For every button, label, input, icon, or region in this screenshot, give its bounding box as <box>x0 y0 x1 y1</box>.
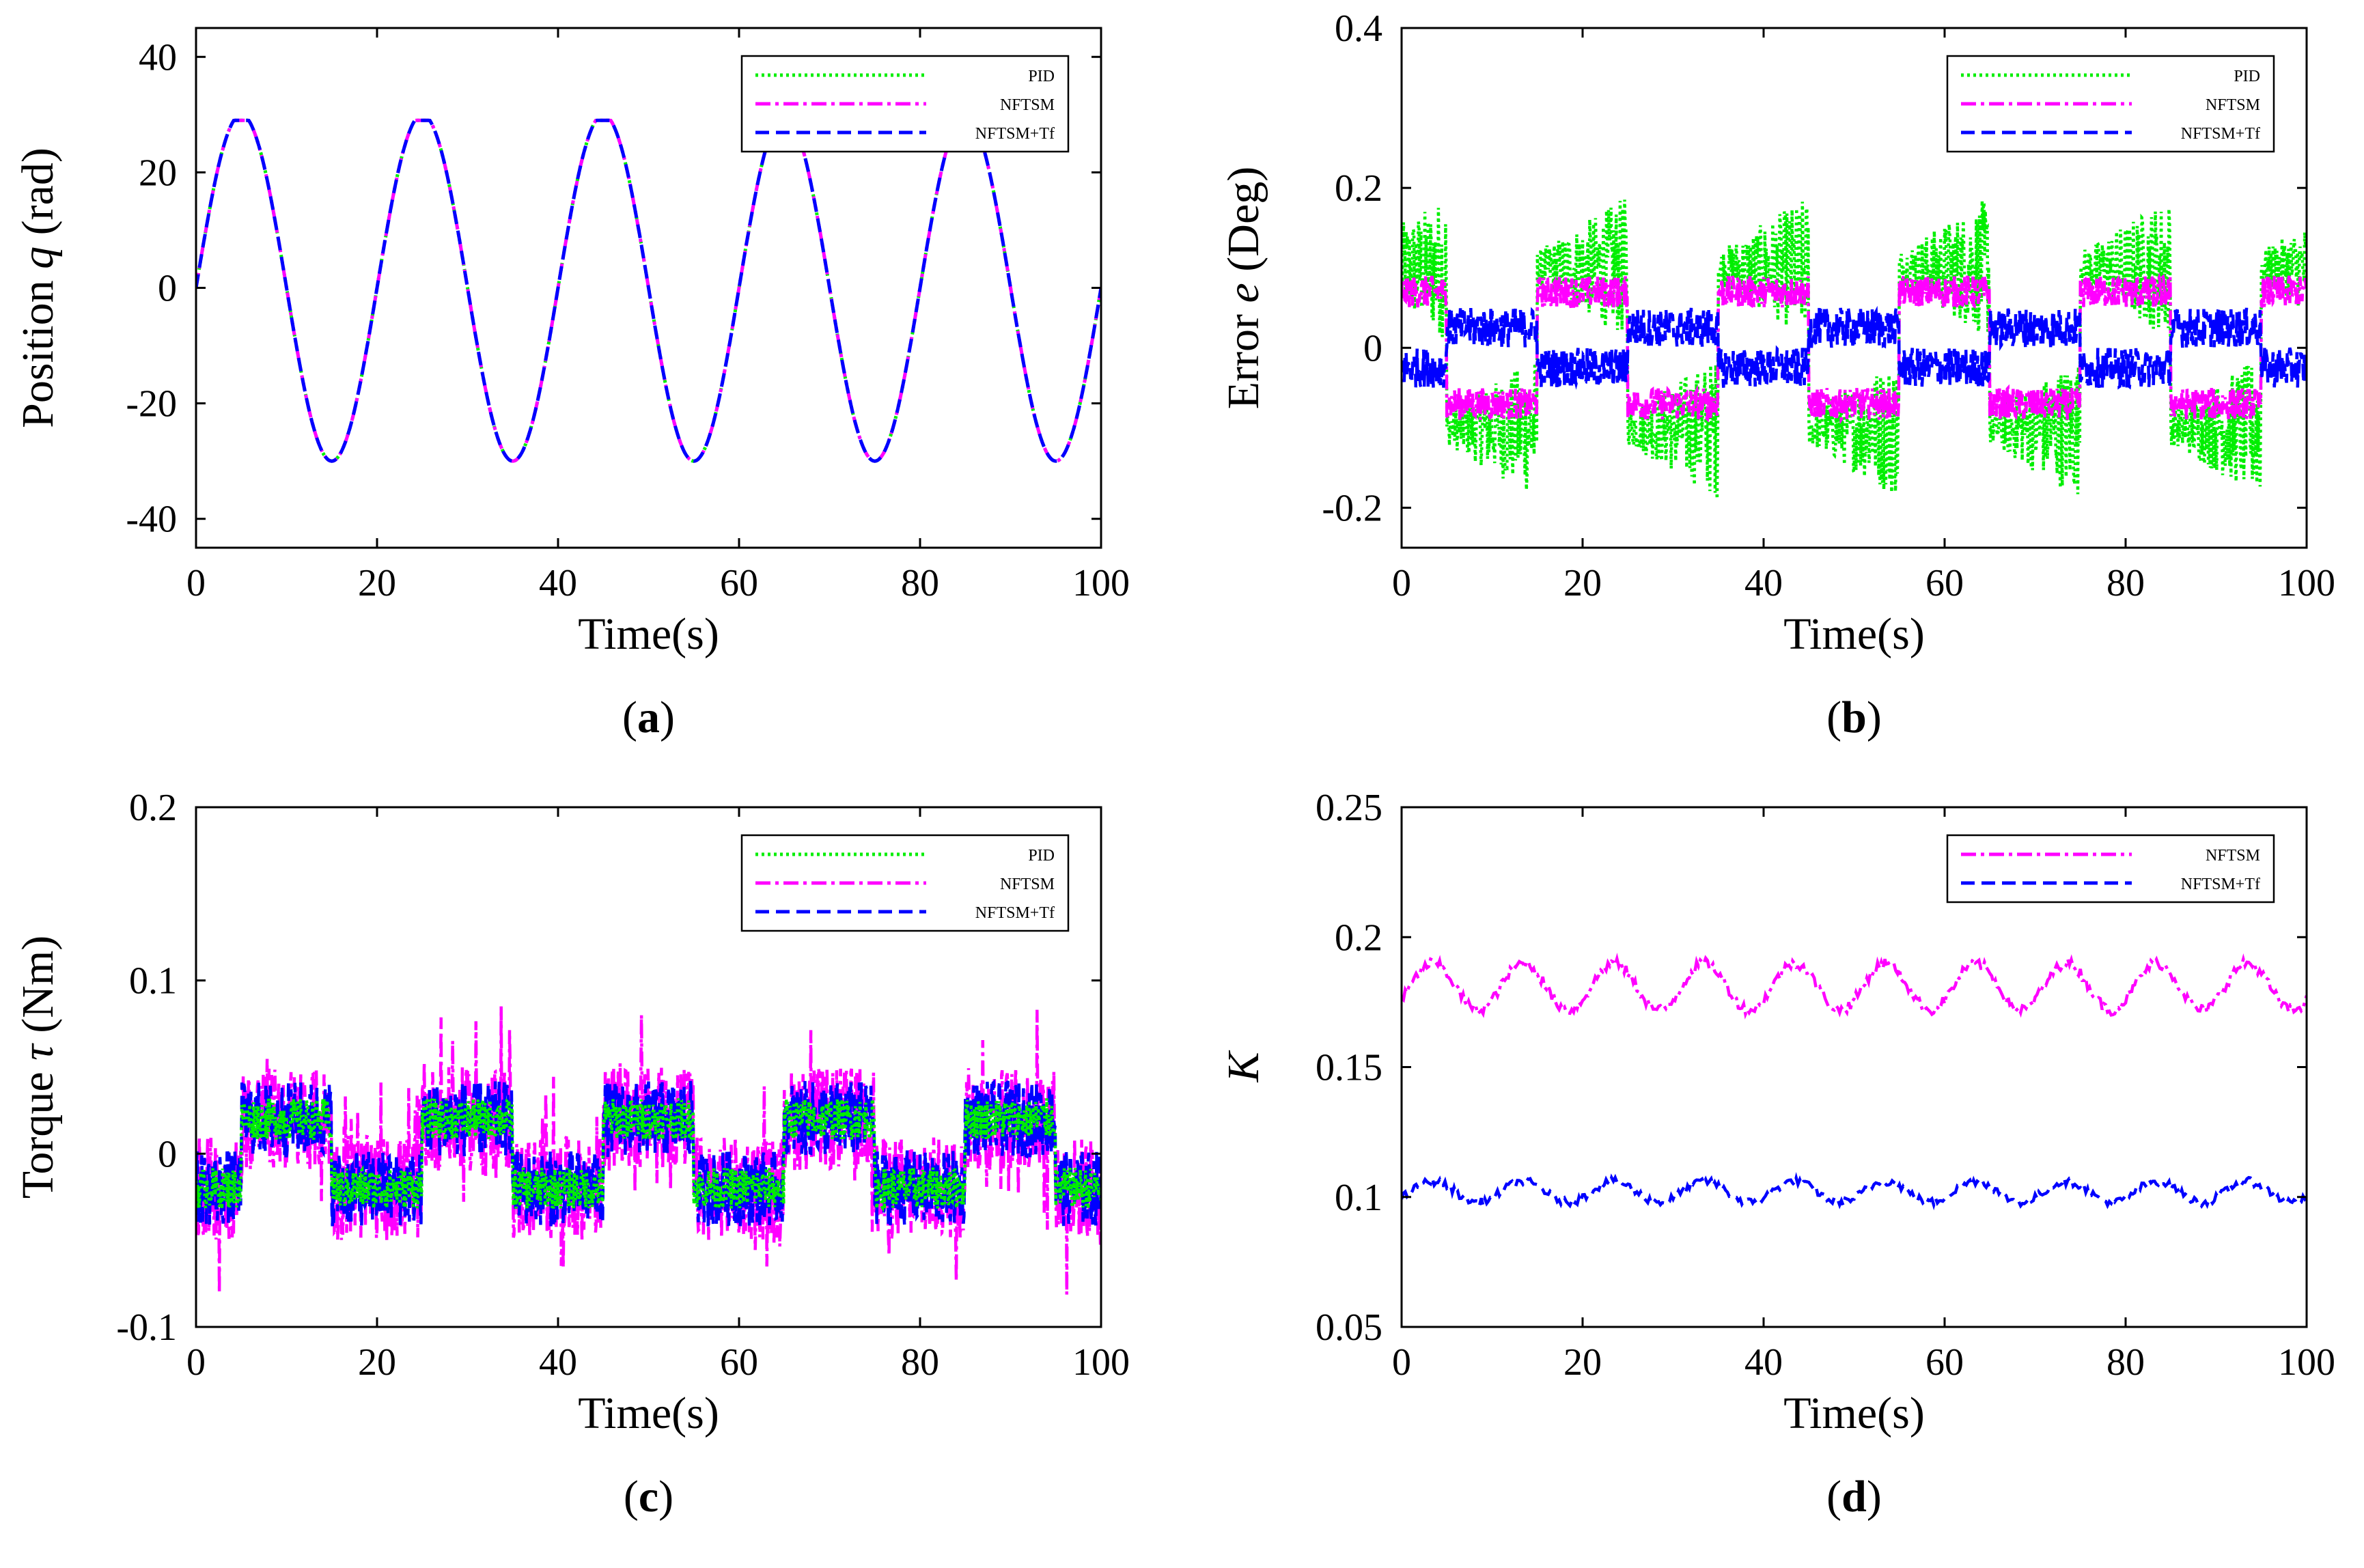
legend-label: NFTSM <box>1000 96 1055 114</box>
y-tick-label: 0.4 <box>1335 8 1382 50</box>
series-line-pid <box>1402 197 2307 499</box>
legend-label: PID <box>2234 68 2260 85</box>
y-tick-label: 0.1 <box>1335 1177 1382 1219</box>
y-tick-label: 20 <box>139 152 177 194</box>
y-tick-label: 0.2 <box>129 787 177 829</box>
x-tick-label: 100 <box>2278 562 2335 604</box>
series-group <box>196 1006 1101 1295</box>
x-axis-label: Time(s) <box>1783 609 1925 659</box>
series-line-nftsm-tf <box>1402 1172 2307 1212</box>
panel-caption: (d) <box>1826 1472 1882 1522</box>
x-axis-label: Time(s) <box>1783 1388 1925 1438</box>
y-axis-label: K <box>1219 1050 1268 1083</box>
legend-label: NFTSM+Tf <box>975 904 1055 922</box>
x-tick-label: 40 <box>1744 1341 1783 1384</box>
y-axis-label: Error e (Deg) <box>1219 167 1268 409</box>
legend: NFTSM NFTSM+Tf <box>1946 834 2275 904</box>
legend-label: NFTSM+Tf <box>2181 876 2260 893</box>
x-tick-label: 80 <box>2106 562 2145 604</box>
legend: PID NFTSM NFTSM+Tf <box>740 55 1070 153</box>
legend-label: PID <box>1028 847 1055 865</box>
x-tick-label: 0 <box>1392 562 1411 604</box>
axes-frame <box>195 806 1102 1328</box>
panel-caption: (a) <box>622 692 675 742</box>
series-line-nftsm-tf <box>196 1076 1101 1227</box>
y-tick-label: -0.2 <box>1322 487 1382 529</box>
y-tick-label: 0.25 <box>1316 787 1382 829</box>
series-line-nftsm <box>1402 953 2307 1020</box>
x-tick-label: 40 <box>1744 562 1783 604</box>
legend: PID NFTSM NFTSM+Tf <box>1946 55 2275 153</box>
series-line-nftsm-tf <box>1402 305 2307 391</box>
x-tick-label: 0 <box>186 562 206 604</box>
series-line-nftsm-tf <box>196 118 1101 463</box>
y-tick-label: 0 <box>158 268 177 310</box>
x-tick-label: 60 <box>720 562 758 604</box>
x-tick-label: 60 <box>720 1341 758 1384</box>
y-tick-label: 0.15 <box>1316 1047 1382 1089</box>
x-tick-label: 40 <box>539 562 577 604</box>
legend-label: NFTSM <box>2206 96 2260 114</box>
series-group <box>1402 197 2307 499</box>
x-axis-label: Time(s) <box>578 609 719 659</box>
y-tick-label: -20 <box>126 383 177 425</box>
legend-label: NFTSM+Tf <box>975 125 1055 143</box>
panel-caption: (c) <box>624 1472 673 1522</box>
x-tick-label: 100 <box>1072 562 1130 604</box>
y-tick-label: 0.2 <box>1335 167 1382 210</box>
x-tick-label: 20 <box>1563 1341 1602 1384</box>
x-tick-label: 0 <box>1392 1341 1411 1384</box>
series-group <box>196 118 1101 463</box>
y-tick-label: 0 <box>1363 327 1382 369</box>
axes-frame <box>1400 27 2308 549</box>
y-tick-label: 40 <box>139 36 177 79</box>
x-tick-label: 100 <box>2278 1341 2335 1384</box>
legend-box <box>1946 834 2275 904</box>
x-tick-label: 40 <box>539 1341 577 1384</box>
series-line-nftsm <box>1402 271 2307 425</box>
x-tick-label: 60 <box>1925 1341 1964 1384</box>
y-tick-label: 0.1 <box>129 960 177 1003</box>
x-tick-label: 20 <box>358 1341 396 1384</box>
panel-d: 0 20 40 60 80 100 0.05 0.1 0.15 0.2 0.25 Time(s) K (d… <box>1219 787 2335 1522</box>
x-tick-label: 20 <box>1563 562 1602 604</box>
legend-label: NFTSM <box>2206 847 2260 865</box>
legend-label: NFTSM+Tf <box>2181 125 2260 143</box>
x-axis-label: Time(s) <box>578 1388 719 1438</box>
y-tick-label: 0.05 <box>1316 1306 1382 1349</box>
x-tick-label: 0 <box>186 1341 206 1384</box>
x-tick-label: 80 <box>2106 1341 2145 1384</box>
legend: PID NFTSM NFTSM+Tf <box>740 834 1070 932</box>
x-tick-label: 20 <box>358 562 396 604</box>
series-group <box>1402 953 2307 1212</box>
x-tick-label: 80 <box>901 1341 939 1384</box>
x-tick-label: 80 <box>901 562 939 604</box>
y-tick-label: 0 <box>158 1133 177 1175</box>
legend-label: NFTSM <box>1000 876 1055 893</box>
y-tick-label: -0.1 <box>116 1306 177 1349</box>
y-axis-label: Position q (rad) <box>13 148 63 428</box>
y-axis-label: Torque τ (Nm) <box>13 936 63 1199</box>
x-tick-label: 60 <box>1925 562 1964 604</box>
panel-caption: (b) <box>1826 692 1882 742</box>
x-tick-label: 100 <box>1072 1341 1130 1384</box>
legend-label: PID <box>1028 68 1055 85</box>
y-tick-label: -40 <box>126 499 177 541</box>
y-tick-label: 0.2 <box>1335 916 1382 959</box>
